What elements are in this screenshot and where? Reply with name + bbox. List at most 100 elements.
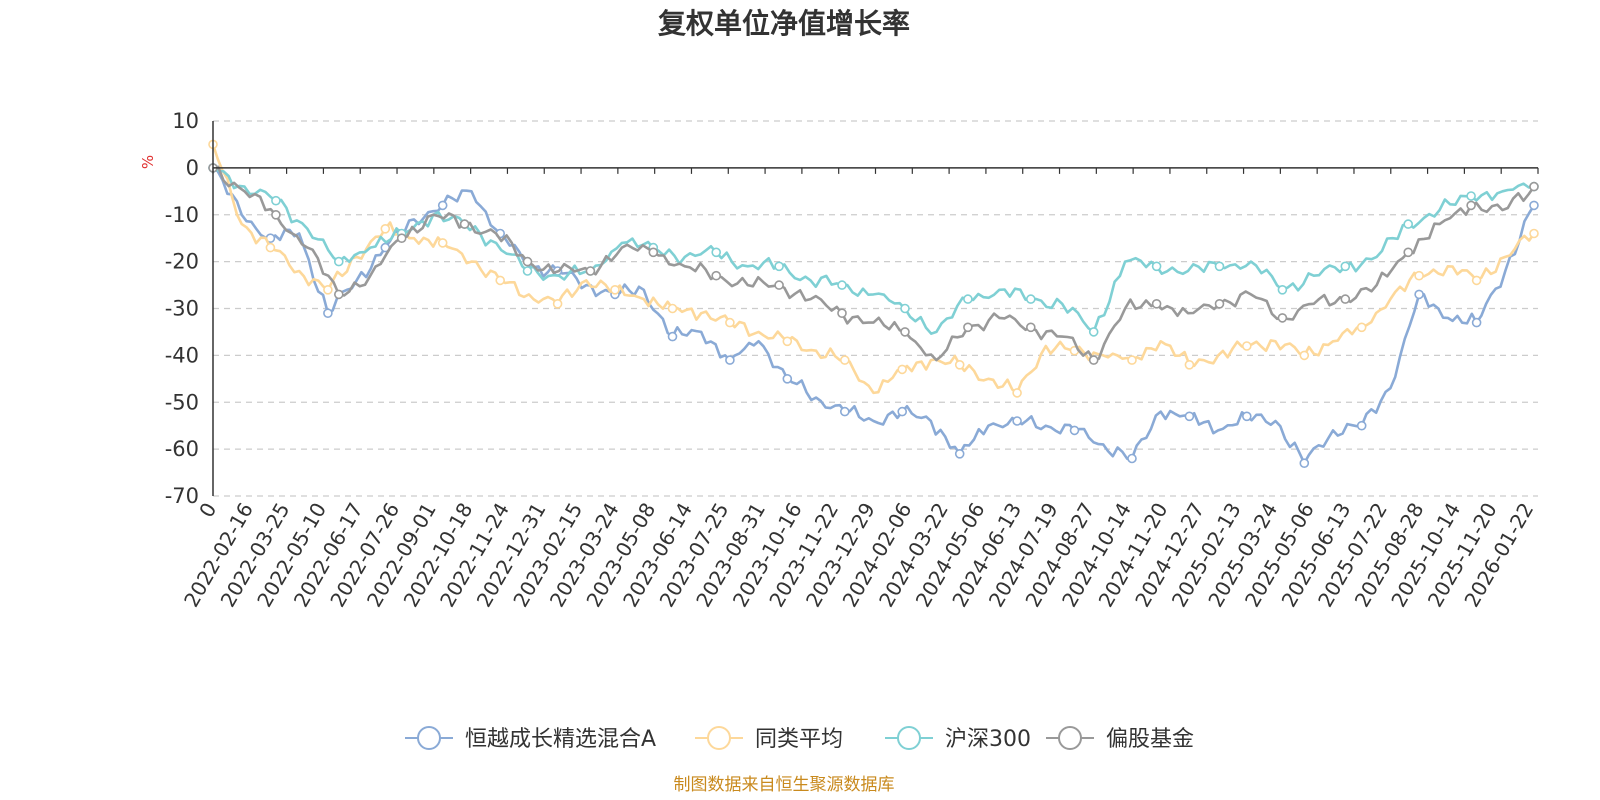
series-marker — [1277, 284, 1288, 295]
series-marker — [1242, 341, 1252, 351]
series-marker — [1529, 200, 1539, 211]
series-marker — [774, 280, 784, 290]
legend-label: 沪深300 — [945, 727, 1031, 752]
series-marker — [897, 364, 908, 375]
series-marker — [711, 247, 722, 258]
y-tick-label: -40 — [165, 343, 199, 367]
series-marker — [1012, 416, 1022, 426]
series-marker — [725, 317, 735, 328]
series-marker — [711, 270, 722, 281]
series-marker — [1214, 298, 1225, 309]
series-marker — [897, 406, 908, 417]
series-marker — [323, 308, 333, 319]
series-marker — [1414, 270, 1424, 281]
series-marker — [1471, 275, 1482, 286]
series-line — [212, 166, 1536, 465]
series-marker — [333, 256, 344, 267]
series-marker — [954, 359, 965, 370]
series-marker — [585, 266, 596, 276]
series-marker — [1466, 200, 1476, 211]
series-marker — [1088, 327, 1099, 337]
y-tick-label: 10 — [172, 109, 199, 133]
y-tick-label: -20 — [165, 250, 199, 274]
series-marker — [1529, 228, 1539, 239]
series-marker — [1529, 181, 1539, 192]
legend-item[interactable]: 同类平均 — [695, 726, 843, 752]
series-marker — [1088, 355, 1099, 365]
grid-layer — [213, 120, 1538, 497]
legend-item[interactable]: 恒越成长精选混合A — [405, 726, 656, 752]
series-marker — [667, 303, 678, 314]
series-marker — [1356, 322, 1367, 333]
series-marker — [1151, 261, 1162, 272]
legend-label: 同类平均 — [755, 727, 843, 752]
series-marker — [1403, 247, 1413, 258]
y-tick-label: -50 — [165, 390, 199, 414]
series-marker — [271, 195, 281, 206]
legend[interactable]: 恒越成长精选混合A 同类平均 沪深300 偏股基金 — [405, 726, 1194, 752]
series-marker — [963, 294, 973, 304]
legend-swatch-marker — [897, 726, 921, 750]
series-marker — [1466, 191, 1476, 201]
y-tick-label: -60 — [165, 437, 199, 461]
series-marker — [1242, 411, 1252, 422]
series-marker — [837, 280, 847, 290]
series-marker — [1184, 411, 1195, 422]
series-line — [211, 143, 1536, 395]
y-tick-label: -10 — [165, 203, 199, 227]
y-axis-unit: % — [139, 155, 157, 169]
series-marker — [954, 448, 965, 459]
series-marker — [1012, 388, 1022, 398]
series-marker — [1214, 261, 1225, 272]
series-marker — [1026, 294, 1036, 304]
series-marker — [1340, 294, 1351, 304]
x-tick-label: 0 — [194, 499, 221, 522]
series-marker — [265, 242, 276, 253]
series-marker — [522, 256, 533, 267]
series-marker — [1340, 261, 1351, 272]
series-marker — [782, 373, 793, 384]
series-marker — [725, 355, 735, 365]
chart-title: 复权单位净值增长率 — [658, 7, 910, 40]
series-marker — [1184, 359, 1195, 370]
series-marker — [522, 266, 533, 276]
series-marker — [437, 238, 448, 248]
series-marker — [667, 331, 678, 342]
y-tick-label: -30 — [165, 297, 199, 321]
legend-item[interactable]: 偏股基金 — [1046, 726, 1194, 752]
series-marker — [900, 303, 910, 314]
data-source-note: 制图数据来自恒生聚源数据库 — [674, 775, 895, 795]
series-marker — [495, 275, 506, 286]
series-marker — [1069, 425, 1080, 436]
axis-layer: 100-10-20-30-40-50-60-7002022-02-162022-… — [165, 109, 1539, 611]
series-marker — [380, 224, 391, 234]
series-marker — [1299, 350, 1310, 361]
series-marker — [1403, 219, 1413, 229]
series-marker — [1127, 453, 1137, 464]
series-marker — [1299, 458, 1310, 469]
series-marker — [1026, 322, 1036, 333]
series-marker — [963, 322, 973, 333]
series-marker — [271, 210, 281, 220]
series-marker — [900, 327, 910, 337]
series-marker — [1127, 355, 1137, 365]
series-marker — [839, 406, 850, 417]
legend-item[interactable]: 沪深300 — [885, 726, 1031, 752]
series-marker — [552, 298, 563, 309]
series-marker — [837, 308, 847, 319]
series-marker — [1471, 317, 1482, 328]
series-marker — [1277, 313, 1288, 323]
series-marker — [782, 336, 793, 347]
series-marker — [333, 289, 344, 300]
series-marker — [1356, 420, 1367, 431]
legend-label: 恒越成长精选混合A — [465, 727, 656, 752]
legend-label: 偏股基金 — [1106, 727, 1194, 752]
legend-swatch-marker — [1058, 726, 1082, 750]
y-tick-label: -70 — [165, 484, 199, 508]
series-layer — [208, 139, 1539, 469]
series-marker — [774, 261, 784, 272]
y-tick-label: 0 — [186, 156, 199, 180]
series-marker — [610, 284, 620, 295]
series-marker — [459, 219, 470, 229]
